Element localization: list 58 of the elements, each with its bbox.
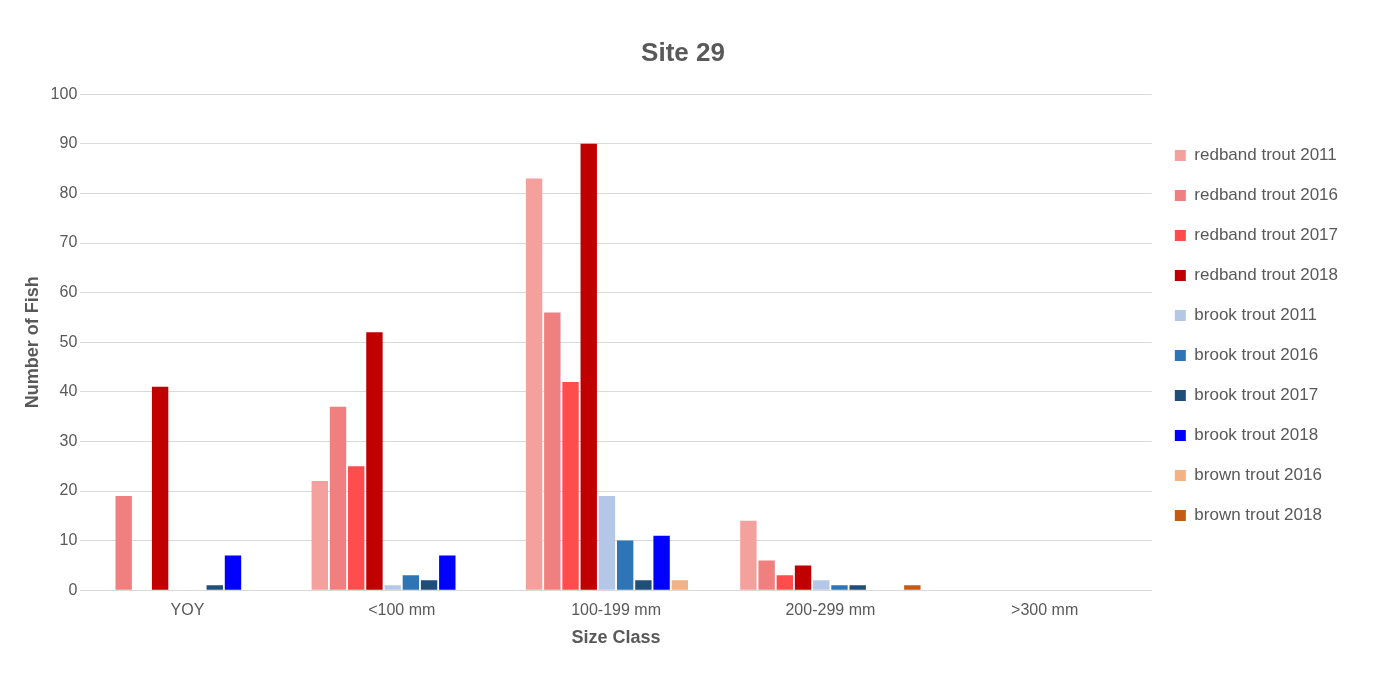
legend-label: brown trout 2016 — [1194, 465, 1322, 485]
bar — [849, 585, 866, 590]
bar — [115, 495, 132, 590]
bar — [562, 381, 579, 590]
y-tick-label: 0 — [68, 580, 78, 598]
bar — [151, 386, 169, 590]
legend-label: redband trout 2018 — [1194, 265, 1338, 285]
bar — [544, 312, 561, 590]
legend-label: brook trout 2011 — [1194, 305, 1317, 325]
y-tick-label: 100 — [50, 84, 78, 102]
legend-label: brook trout 2017 — [1194, 385, 1319, 405]
legend-label: brown trout 2018 — [1194, 505, 1322, 525]
x-tick-label: <100 mm — [368, 601, 436, 619]
bar — [776, 575, 794, 590]
bar — [402, 575, 420, 590]
bar — [311, 481, 328, 590]
y-tick-label: 20 — [59, 481, 78, 499]
y-tick-label: 70 — [59, 233, 78, 251]
x-tick-label: 200-299 mm — [785, 601, 876, 619]
bar — [635, 580, 652, 590]
bar — [366, 332, 383, 590]
bar — [904, 585, 921, 590]
legend-label: redband trout 2017 — [1194, 225, 1338, 245]
bar — [616, 540, 634, 590]
x-tick-label: 100-199 mm — [571, 601, 661, 619]
bar — [598, 495, 616, 590]
bar — [831, 585, 848, 590]
bar — [671, 580, 689, 590]
bar — [224, 555, 242, 590]
x-tick-label: >300 mm — [1011, 601, 1079, 619]
bar — [740, 520, 757, 590]
x-tick-label: YOY — [170, 601, 205, 619]
legend-label: redband trout 2011 — [1194, 145, 1337, 165]
bar — [653, 535, 670, 590]
legend-label: brook trout 2016 — [1194, 345, 1319, 365]
y-tick-label: 80 — [59, 183, 78, 201]
bar — [580, 143, 597, 590]
legend-label: brook trout 2018 — [1194, 425, 1319, 445]
x-axis-title: Size Class — [571, 627, 661, 648]
y-tick-label: 10 — [59, 531, 78, 549]
bar — [794, 565, 812, 590]
y-axis-title: Number of Fish — [21, 276, 42, 409]
bar — [206, 585, 223, 590]
legend-label: redband trout 2016 — [1194, 185, 1338, 205]
y-tick-label: 30 — [59, 431, 78, 449]
bar — [329, 406, 347, 590]
y-tick-label: 60 — [59, 283, 78, 301]
bar — [525, 178, 543, 590]
bar — [439, 555, 456, 590]
chart-title: Site 29 — [641, 36, 725, 67]
bar — [420, 580, 438, 590]
y-tick-label: 50 — [59, 332, 78, 350]
bar — [384, 585, 401, 590]
bar — [758, 560, 775, 590]
y-tick-label: 40 — [59, 382, 78, 400]
bar — [348, 466, 365, 590]
y-tick-label: 90 — [59, 134, 78, 152]
bar — [813, 580, 830, 590]
